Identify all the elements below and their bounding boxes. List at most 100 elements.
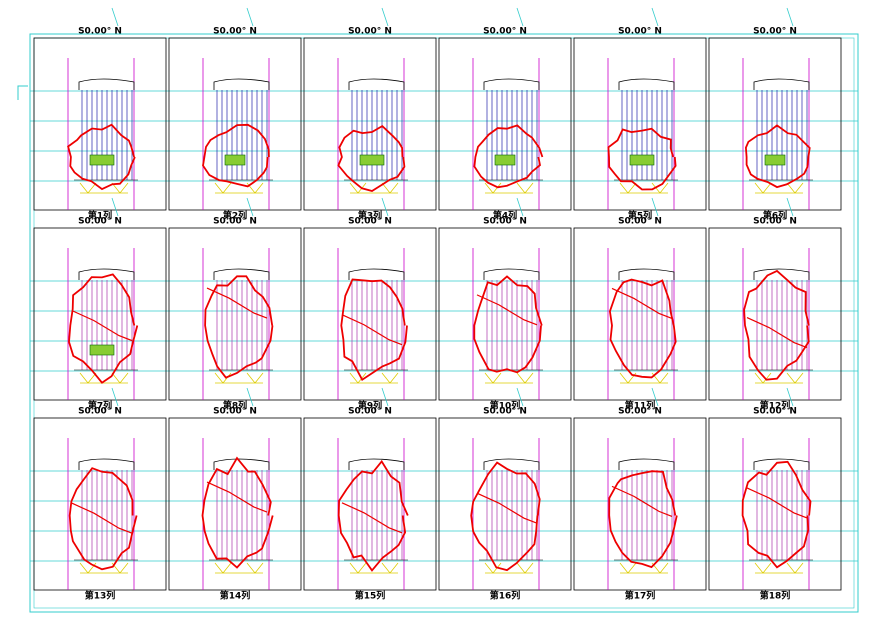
panel-header: S0.00° N <box>753 217 797 227</box>
panel: S0.00° N 第18列 <box>708 387 842 602</box>
panel-frame <box>708 417 842 591</box>
panel-frame <box>33 227 167 401</box>
footing <box>79 562 129 574</box>
header-tick <box>111 7 119 27</box>
header-tick <box>111 197 119 217</box>
footing <box>349 562 399 574</box>
header-tick <box>381 197 389 217</box>
cap <box>618 78 675 90</box>
outline <box>608 278 677 379</box>
inner-line <box>476 492 538 524</box>
panel-header: S0.00° N <box>348 217 392 227</box>
panel-label: 第11列 <box>625 400 656 412</box>
header-tick <box>381 7 389 27</box>
panel-label: 第3列 <box>358 210 382 222</box>
panel: S0.00° N 第9列 <box>303 197 437 412</box>
footing <box>619 562 669 574</box>
footing <box>754 372 804 384</box>
footing <box>754 182 804 194</box>
cap <box>618 458 675 470</box>
header-tick <box>786 197 794 217</box>
panel-frame <box>438 417 572 591</box>
panel-label: 第5列 <box>628 210 652 222</box>
fill-block <box>224 154 246 166</box>
panel-header: S0.00° N <box>348 407 392 417</box>
cap <box>348 78 405 90</box>
panel: S0.00° N 第10列 <box>438 197 572 412</box>
outline <box>741 460 812 569</box>
inner-frame <box>33 37 855 609</box>
corner-mark <box>17 85 28 100</box>
panel-frame <box>573 37 707 211</box>
header-tick <box>651 197 659 217</box>
inner-line <box>476 294 538 326</box>
outline <box>202 123 270 188</box>
header-tick <box>381 387 389 407</box>
footing <box>214 562 264 574</box>
panel: S0.00° N 第15列 <box>303 387 437 602</box>
panel-label: 第6列 <box>763 210 787 222</box>
footing <box>79 182 129 194</box>
outline <box>607 127 677 191</box>
panel-frame <box>573 227 707 401</box>
outline <box>608 470 678 569</box>
panel-frame <box>573 417 707 591</box>
header-tick <box>516 197 524 217</box>
panel: S0.00° N 第6列 <box>708 7 842 222</box>
panel-label: 第12列 <box>760 400 791 412</box>
panel-label: 第8列 <box>223 400 247 412</box>
panel-frame <box>168 417 302 591</box>
outline <box>743 269 810 381</box>
fill-block <box>89 344 115 356</box>
panel-header: S0.00° N <box>213 217 257 227</box>
fill-block <box>89 154 115 166</box>
panel-header: S0.00° N <box>753 407 797 417</box>
panel-label: 第2列 <box>223 210 247 222</box>
panel-header: S0.00° N <box>213 27 257 37</box>
inner-line <box>71 502 133 534</box>
cap <box>78 268 135 280</box>
panel-header: S0.00° N <box>213 407 257 417</box>
panel-frame <box>33 37 167 211</box>
cap <box>78 458 135 470</box>
panel-header: S0.00° N <box>753 27 797 37</box>
header-tick <box>651 7 659 27</box>
cap <box>348 268 405 280</box>
panel-header: S0.00° N <box>618 217 662 227</box>
cap <box>78 78 135 90</box>
panel-label: 第13列 <box>85 590 116 602</box>
fill-block <box>764 154 786 166</box>
panel-label: 第16列 <box>490 590 521 602</box>
cap <box>213 78 270 90</box>
fill-block <box>629 154 655 166</box>
footing <box>349 372 399 384</box>
header-tick <box>516 387 524 407</box>
header-tick <box>786 387 794 407</box>
header-tick <box>516 7 524 27</box>
outline <box>68 467 138 571</box>
panel-label: 第1列 <box>88 210 112 222</box>
header-tick <box>651 387 659 407</box>
outer-frame <box>29 33 859 613</box>
panel-header: S0.00° N <box>618 27 662 37</box>
footing <box>484 372 534 384</box>
panel-header: S0.00° N <box>483 27 527 37</box>
panel-frame <box>708 227 842 401</box>
panel-label: 第9列 <box>358 400 382 412</box>
footing <box>619 182 669 194</box>
panel: S0.00° N 第4列 <box>438 7 572 222</box>
outline <box>204 275 274 379</box>
header-tick <box>246 197 254 217</box>
cap <box>483 458 540 470</box>
footing <box>484 562 534 574</box>
panel-header: S0.00° N <box>348 27 392 37</box>
cap <box>213 268 270 280</box>
footing <box>214 182 264 194</box>
panel-header: S0.00° N <box>78 407 122 417</box>
header-tick <box>246 387 254 407</box>
cap <box>753 268 810 280</box>
panel: S0.00° N 第3列 <box>303 7 437 222</box>
panel: S0.00° N 第8列 <box>168 197 302 412</box>
footing <box>214 372 264 384</box>
